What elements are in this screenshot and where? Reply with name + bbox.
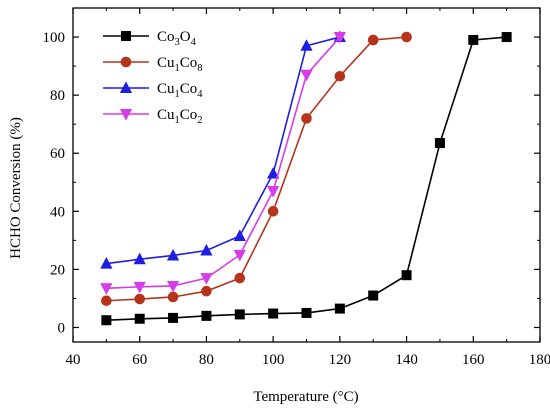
data-point (166, 248, 180, 261)
data-point (268, 308, 279, 319)
data-point (133, 281, 146, 294)
data-point (267, 206, 279, 217)
data-point (101, 315, 112, 326)
data-point (134, 313, 145, 324)
data-point (100, 257, 113, 269)
data-point (234, 309, 245, 320)
legend-marker (119, 109, 133, 121)
legend-label: Cu1Co2 (157, 107, 203, 126)
data-point (233, 249, 246, 262)
legend-label-part: 1 (175, 89, 180, 100)
data-point (200, 243, 213, 256)
plot-frame (72, 7, 541, 343)
x-tick-label: 40 (66, 352, 81, 368)
legend-entry: Co3O4 (103, 29, 197, 48)
data-point (401, 31, 412, 43)
data-point (267, 166, 280, 179)
series-line (106, 36, 341, 265)
data-point (234, 272, 246, 284)
legend-label-part: Co (180, 55, 198, 71)
data-point (168, 312, 179, 323)
legend-label-part: O (180, 29, 191, 45)
legend-marker (120, 56, 132, 68)
legend-label-part: Co (180, 81, 198, 97)
legend-label-part: 3 (175, 37, 180, 48)
data-point (333, 32, 346, 44)
legend-marker (119, 81, 133, 93)
x-tick-label: 140 (395, 352, 418, 368)
plot-border (72, 7, 541, 343)
legend-label-part: Cu (157, 81, 175, 97)
legend-entry: Cu1Co4 (103, 81, 203, 100)
data-point (166, 280, 180, 293)
data-point (501, 32, 512, 43)
data-point (401, 270, 412, 281)
legend-label: Co3O4 (157, 29, 197, 48)
x-tick-label: 160 (462, 352, 485, 368)
data-point (134, 293, 146, 305)
series-3 (100, 32, 346, 295)
y-tick-label: 60 (50, 146, 65, 162)
data-point (434, 138, 445, 149)
x-tick-label: 100 (262, 352, 285, 368)
y-tick-label: 0 (58, 320, 66, 336)
data-point (201, 285, 212, 297)
legend-label-part: Co (157, 29, 175, 45)
legend-entry: Cu1Co8 (103, 55, 203, 74)
series-line (106, 36, 341, 290)
legend-label-part: 1 (175, 63, 180, 74)
series-1 (101, 31, 412, 307)
y-tick-label: 80 (50, 88, 65, 104)
legend-label-part: 2 (197, 115, 202, 126)
tick-layer: 40 60 80 100 120 140 160 180 0 20 40 60 80 100 (43, 8, 550, 368)
data-point (300, 39, 313, 51)
x-axis-label: Temperature (°C) (253, 389, 358, 405)
data-point (334, 70, 346, 82)
data-point (367, 34, 379, 46)
legend-marker (121, 31, 131, 41)
x-tick-label: 120 (329, 352, 352, 368)
y-tick-label: 100 (43, 30, 66, 46)
legend-label-part: Cu (157, 55, 175, 71)
legend-label-part: 8 (197, 63, 202, 74)
legend-label: Cu1Co4 (157, 81, 203, 100)
data-point (334, 303, 345, 314)
data-point (301, 307, 312, 318)
data-point (468, 34, 479, 45)
legend-label-part: 1 (175, 115, 180, 126)
data-point (101, 295, 112, 307)
data-point (368, 290, 379, 301)
data-point (201, 310, 212, 321)
data-point (167, 291, 179, 303)
data-point (200, 273, 213, 285)
x-tick-label: 60 (132, 352, 147, 368)
data-point (100, 283, 113, 295)
y-tick-label: 20 (50, 262, 65, 278)
y-axis-label: HCHO Conversion (%) (8, 117, 24, 259)
data-point (301, 113, 312, 124)
legend-label-part: Cu (157, 107, 175, 123)
series-2 (100, 30, 346, 269)
data-point (133, 252, 146, 265)
legend-entry: Cu1Co2 (103, 107, 203, 126)
data-point (300, 69, 313, 82)
y-tick-label: 40 (50, 204, 65, 220)
legend-label: Cu1Co8 (157, 55, 203, 74)
series-layer (100, 30, 512, 326)
series-0 (101, 32, 512, 326)
x-tick-label: 180 (529, 352, 550, 368)
legend-label-part: 4 (197, 89, 203, 100)
x-tick-label: 80 (199, 352, 214, 368)
legend-label-part: Co (180, 107, 198, 123)
data-point (233, 229, 246, 241)
data-point (267, 185, 280, 198)
series-line (106, 36, 407, 302)
legend-label-part: 4 (191, 37, 197, 48)
